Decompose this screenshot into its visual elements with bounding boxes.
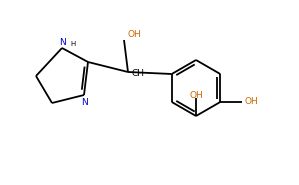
Text: N: N: [60, 38, 66, 47]
Text: OH: OH: [244, 97, 258, 107]
Text: H: H: [70, 41, 75, 47]
Text: OH: OH: [128, 30, 142, 39]
Text: CH: CH: [131, 70, 144, 78]
Text: N: N: [82, 98, 89, 107]
Text: OH: OH: [189, 91, 203, 100]
